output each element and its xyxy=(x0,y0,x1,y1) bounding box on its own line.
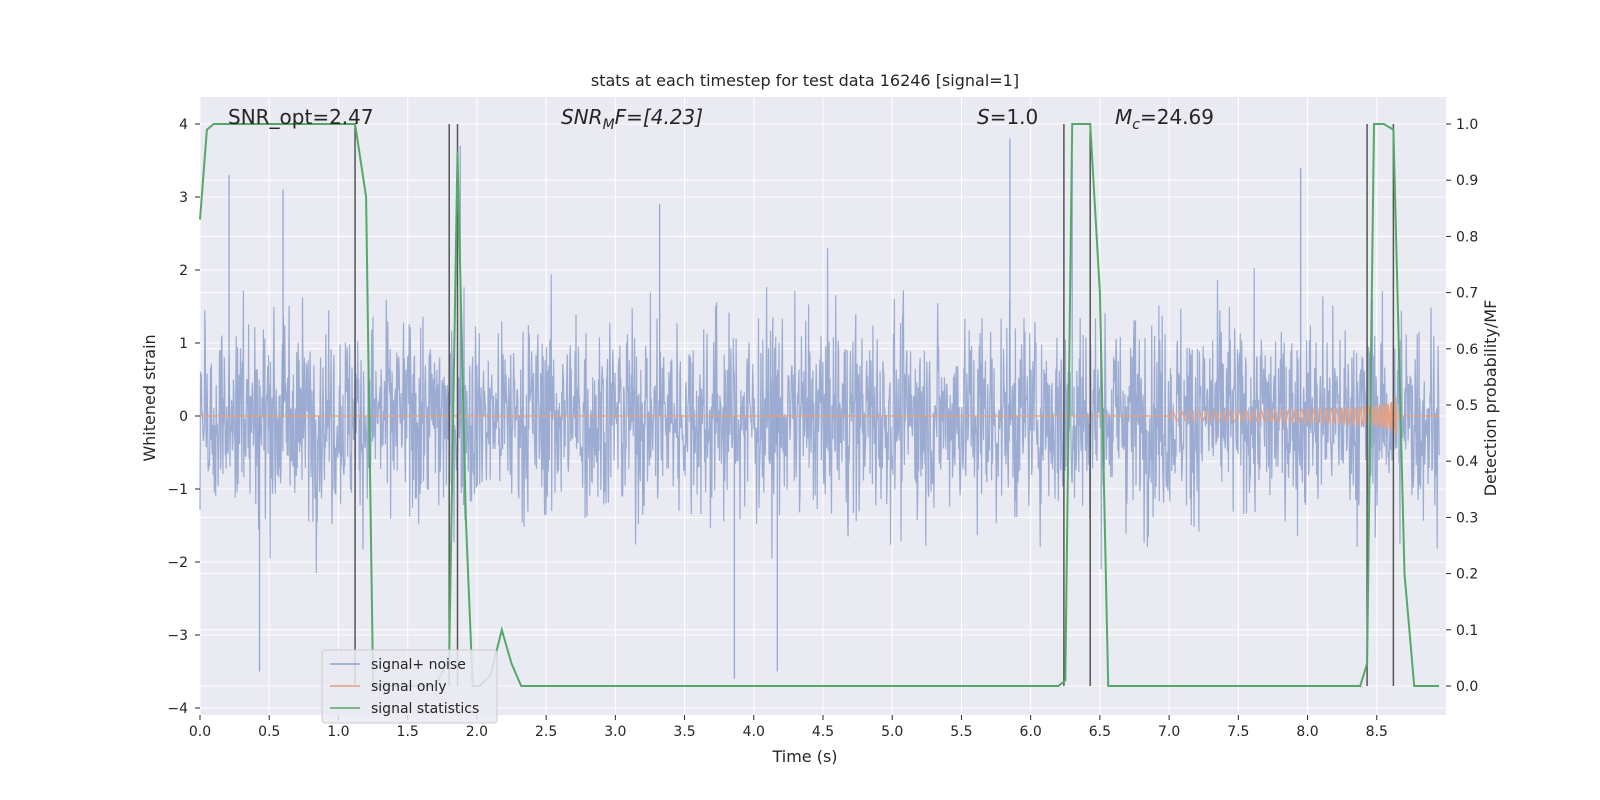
x-tick-label: 4.0 xyxy=(743,724,765,740)
annotation-mc-sub: c xyxy=(1132,117,1140,133)
y-right-tick-label: 0.7 xyxy=(1456,286,1478,302)
annotation-s: S=1.0 xyxy=(977,105,1038,129)
x-tick-label: 7.5 xyxy=(1227,724,1249,740)
annotation-snr-mf-suffix: F=[4.23] xyxy=(615,105,703,129)
annotation-snr-mf: SNRMF=[4.23] xyxy=(561,105,703,133)
vertical-lines xyxy=(354,124,1395,686)
x-tick-label: 0.0 xyxy=(189,724,211,740)
annotation-snr-opt: SNR_opt=2.47 xyxy=(228,105,374,129)
y-right-tick-label: 1.0 xyxy=(1456,117,1478,133)
x-tick-label: 0.5 xyxy=(258,724,280,740)
annotation-mc: Mc=24.69 xyxy=(1115,105,1214,133)
y-right-tick-label: 0.0 xyxy=(1456,679,1478,695)
y-right-tick-label: 0.5 xyxy=(1456,398,1478,414)
y-axis-left-label: Whitened strain xyxy=(140,334,159,461)
series-signal-statistics xyxy=(199,123,1440,687)
x-tick-label: 3.5 xyxy=(673,724,695,740)
axes: 0.0 0.5 1.0 1.5 2.0 2.5 3.0 3.5 4.0 4.5 5.0 5.5 6.0 6… xyxy=(167,117,1478,740)
legend-box xyxy=(321,649,498,724)
y-right-tick-label: 0.9 xyxy=(1456,173,1478,189)
y-right-tick-label: 0.6 xyxy=(1456,342,1478,358)
y-left-tick-label: 3 xyxy=(179,190,188,206)
annotation-mc-suffix: =24.69 xyxy=(1140,105,1214,129)
legend-label-signal-only: signal only xyxy=(371,679,446,695)
y-right-tick-label: 0.4 xyxy=(1456,454,1478,470)
x-tick-label: 2.5 xyxy=(535,724,557,740)
x-tick-label: 5.5 xyxy=(950,724,972,740)
y-axis-right-label: Detection probability/MF xyxy=(1481,300,1500,497)
y-left-tick-label: 2 xyxy=(179,263,188,279)
x-tick-label: 8.0 xyxy=(1296,724,1318,740)
y-right-tick-label: 0.1 xyxy=(1456,623,1478,639)
y-right-tick-label: 0.2 xyxy=(1456,567,1478,583)
x-tick-label: 5.0 xyxy=(881,724,903,740)
x-tick-label: 6.0 xyxy=(1020,724,1042,740)
legend: signal+ noise signal only signal statist… xyxy=(321,649,498,724)
y-left-tick-label: −3 xyxy=(167,628,188,644)
annotation-snr-mf-prefix: SNR xyxy=(561,105,603,129)
y-left-tick-label: −2 xyxy=(167,555,188,571)
legend-label-signal-noise: signal+ noise xyxy=(371,657,466,673)
x-tick-label: 7.0 xyxy=(1158,724,1180,740)
chart-title: stats at each timestep for test data 162… xyxy=(591,71,1019,90)
y-right-tick-label: 0.8 xyxy=(1456,229,1478,245)
signal-noise-line xyxy=(199,248,1440,573)
annotation-s-suffix: =1.0 xyxy=(990,105,1039,129)
x-tick-label: 1.0 xyxy=(327,724,349,740)
x-tick-label: 2.0 xyxy=(466,724,488,740)
y-left-tick-label: −1 xyxy=(167,482,188,498)
y-left-tick-label: 4 xyxy=(179,117,188,133)
x-tick-label: 1.5 xyxy=(397,724,419,740)
x-tick-label: 4.5 xyxy=(812,724,834,740)
y-left-tick-label: −4 xyxy=(167,701,188,717)
y-right-tick-label: 0.3 xyxy=(1456,510,1478,526)
y-left-tick-label: 1 xyxy=(179,336,188,352)
y-left-tick-label: 0 xyxy=(179,409,188,425)
annotation-snr-mf-sub: M xyxy=(603,117,615,133)
x-tick-label: 8.5 xyxy=(1366,724,1388,740)
x-axis-label: Time (s) xyxy=(771,747,837,766)
signal-statistics-line xyxy=(199,123,1440,687)
legend-label-signal-statistics: signal statistics xyxy=(371,701,479,717)
x-tick-label: 6.5 xyxy=(1089,724,1111,740)
annotation-mc-prefix: M xyxy=(1115,105,1132,129)
annotation-s-prefix: S xyxy=(977,105,990,129)
series-signal-only xyxy=(200,396,1440,435)
x-tick-label: 3.0 xyxy=(604,724,626,740)
signal-only-line xyxy=(200,396,1440,435)
